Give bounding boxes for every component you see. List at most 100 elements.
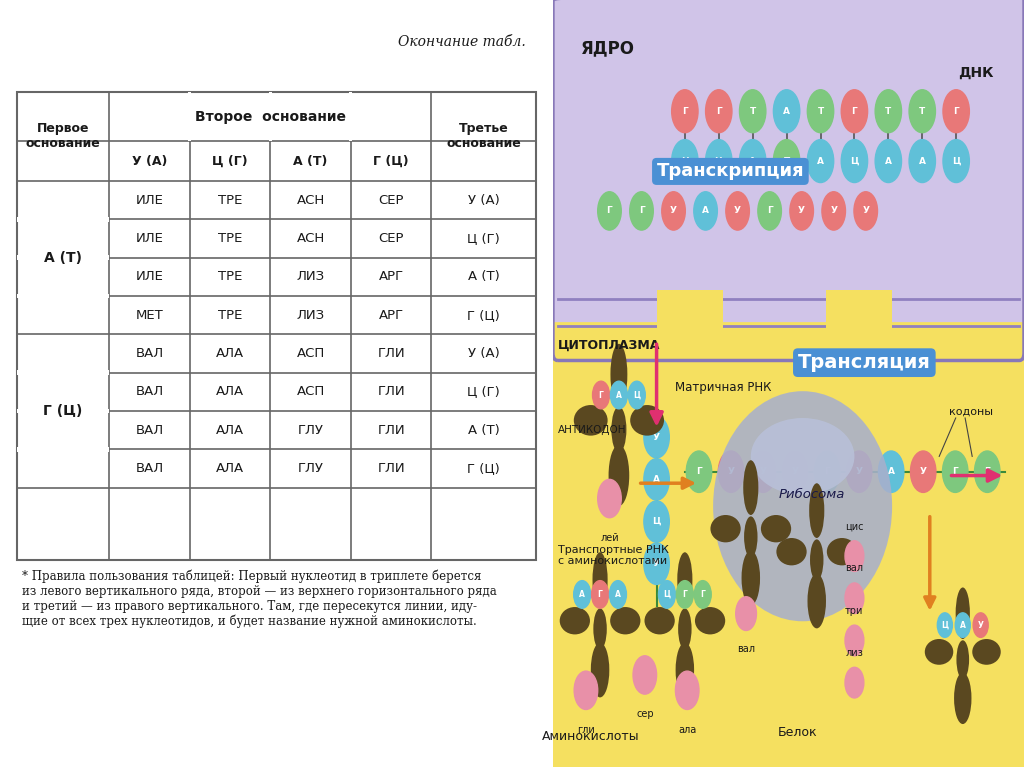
Text: Г (Ц): Г (Ц) bbox=[468, 463, 501, 476]
Ellipse shape bbox=[593, 608, 607, 650]
Text: Ц: Ц bbox=[664, 590, 671, 599]
Circle shape bbox=[573, 581, 591, 608]
Ellipse shape bbox=[611, 407, 627, 453]
Circle shape bbox=[790, 192, 813, 230]
Text: АРГ: АРГ bbox=[379, 308, 403, 321]
Text: СЕР: СЕР bbox=[378, 193, 403, 206]
Text: Ц (Г): Ц (Г) bbox=[212, 155, 248, 167]
Ellipse shape bbox=[678, 608, 691, 650]
Text: У: У bbox=[830, 206, 838, 216]
Text: АНТИКОДОН: АНТИКОДОН bbox=[558, 426, 626, 436]
Circle shape bbox=[807, 90, 834, 133]
Text: У: У bbox=[856, 467, 862, 476]
Text: У: У bbox=[862, 206, 869, 216]
Text: Г: Г bbox=[952, 467, 958, 476]
Text: А (Т): А (Т) bbox=[468, 424, 500, 437]
Text: А (Т): А (Т) bbox=[293, 155, 328, 167]
Circle shape bbox=[610, 381, 628, 409]
Circle shape bbox=[706, 90, 732, 133]
Text: Г: Г bbox=[639, 206, 644, 216]
Text: ИЛЕ: ИЛЕ bbox=[135, 232, 164, 245]
Circle shape bbox=[726, 192, 750, 230]
Text: А: А bbox=[885, 156, 892, 166]
Ellipse shape bbox=[695, 607, 725, 634]
Text: Г (Ц): Г (Ц) bbox=[374, 155, 409, 167]
Bar bbox=[16, 92, 537, 560]
Text: МЕТ: МЕТ bbox=[135, 308, 163, 321]
Text: Т: Т bbox=[885, 107, 892, 116]
Circle shape bbox=[973, 613, 988, 637]
Text: ТРЕ: ТРЕ bbox=[218, 270, 242, 283]
Circle shape bbox=[574, 671, 598, 709]
Text: Ц (Г): Ц (Г) bbox=[468, 232, 501, 245]
Text: Г: Г bbox=[682, 590, 687, 599]
Circle shape bbox=[842, 90, 867, 133]
Text: вал: вал bbox=[737, 644, 755, 654]
Text: Ц: Ц bbox=[633, 390, 640, 400]
Ellipse shape bbox=[560, 607, 590, 634]
Text: ГЛИ: ГЛИ bbox=[377, 424, 404, 437]
Text: АСН: АСН bbox=[296, 232, 325, 245]
Text: А: А bbox=[616, 390, 622, 400]
Bar bbox=[16, 447, 110, 452]
Text: * Правила пользования таблицей: Первый нуклеотид в триплете берется
из левого ве: * Правила пользования таблицей: Первый н… bbox=[23, 569, 497, 628]
Text: А (Т): А (Т) bbox=[468, 270, 500, 283]
Text: ГЛУ: ГЛУ bbox=[298, 424, 324, 437]
Text: Второе  основание: Второе основание bbox=[195, 110, 346, 123]
Text: Г: Г bbox=[953, 107, 959, 116]
Ellipse shape bbox=[610, 607, 640, 634]
Circle shape bbox=[672, 90, 698, 133]
Text: ЦИТОПЛАЗМА: ЦИТОПЛАЗМА bbox=[558, 339, 660, 352]
Bar bbox=[349, 92, 352, 141]
Ellipse shape bbox=[956, 640, 969, 679]
Circle shape bbox=[822, 192, 846, 230]
Text: Первое
основание: Первое основание bbox=[26, 123, 100, 150]
Text: Третье
основание: Третье основание bbox=[446, 123, 521, 150]
Text: Т: Т bbox=[920, 107, 926, 116]
Circle shape bbox=[876, 90, 901, 133]
Bar bbox=[268, 92, 272, 141]
Text: А: А bbox=[817, 156, 824, 166]
Text: АЛА: АЛА bbox=[216, 424, 244, 437]
Text: гли: гли bbox=[578, 725, 595, 735]
Text: Ц: Ц bbox=[952, 156, 961, 166]
Text: У: У bbox=[978, 621, 984, 630]
Circle shape bbox=[609, 581, 627, 608]
Text: А: А bbox=[702, 206, 709, 216]
Ellipse shape bbox=[761, 515, 792, 542]
Circle shape bbox=[758, 192, 781, 230]
Circle shape bbox=[854, 192, 878, 230]
Ellipse shape bbox=[608, 445, 629, 506]
Text: Г: Г bbox=[599, 390, 603, 400]
Text: А: А bbox=[615, 590, 621, 599]
Circle shape bbox=[942, 451, 968, 492]
Circle shape bbox=[847, 451, 871, 492]
Text: Транскрипция: Транскрипция bbox=[656, 163, 804, 180]
Text: ЛИЗ: ЛИЗ bbox=[297, 308, 325, 321]
Ellipse shape bbox=[826, 538, 857, 565]
Text: АЛА: АЛА bbox=[216, 347, 244, 360]
Bar bbox=[656, 290, 723, 328]
Circle shape bbox=[910, 451, 936, 492]
Circle shape bbox=[842, 140, 867, 183]
Ellipse shape bbox=[744, 516, 758, 558]
Circle shape bbox=[739, 90, 766, 133]
Circle shape bbox=[672, 140, 698, 183]
Text: Г: Г bbox=[696, 467, 701, 476]
Circle shape bbox=[807, 140, 834, 183]
Text: ГЛИ: ГЛИ bbox=[377, 347, 404, 360]
Text: Т: Т bbox=[783, 156, 790, 166]
Text: А: А bbox=[580, 590, 585, 599]
Text: АРГ: АРГ bbox=[379, 270, 403, 283]
Ellipse shape bbox=[591, 643, 609, 697]
Bar bbox=[16, 294, 110, 298]
Text: У: У bbox=[760, 467, 767, 476]
Text: Т: Т bbox=[750, 107, 756, 116]
Ellipse shape bbox=[810, 539, 823, 581]
Ellipse shape bbox=[711, 515, 740, 542]
Text: ИЛЕ: ИЛЕ bbox=[135, 193, 164, 206]
Circle shape bbox=[751, 451, 776, 492]
Bar bbox=[16, 409, 110, 413]
Text: АЛА: АЛА bbox=[216, 386, 244, 398]
Text: ВАЛ: ВАЛ bbox=[135, 424, 164, 437]
